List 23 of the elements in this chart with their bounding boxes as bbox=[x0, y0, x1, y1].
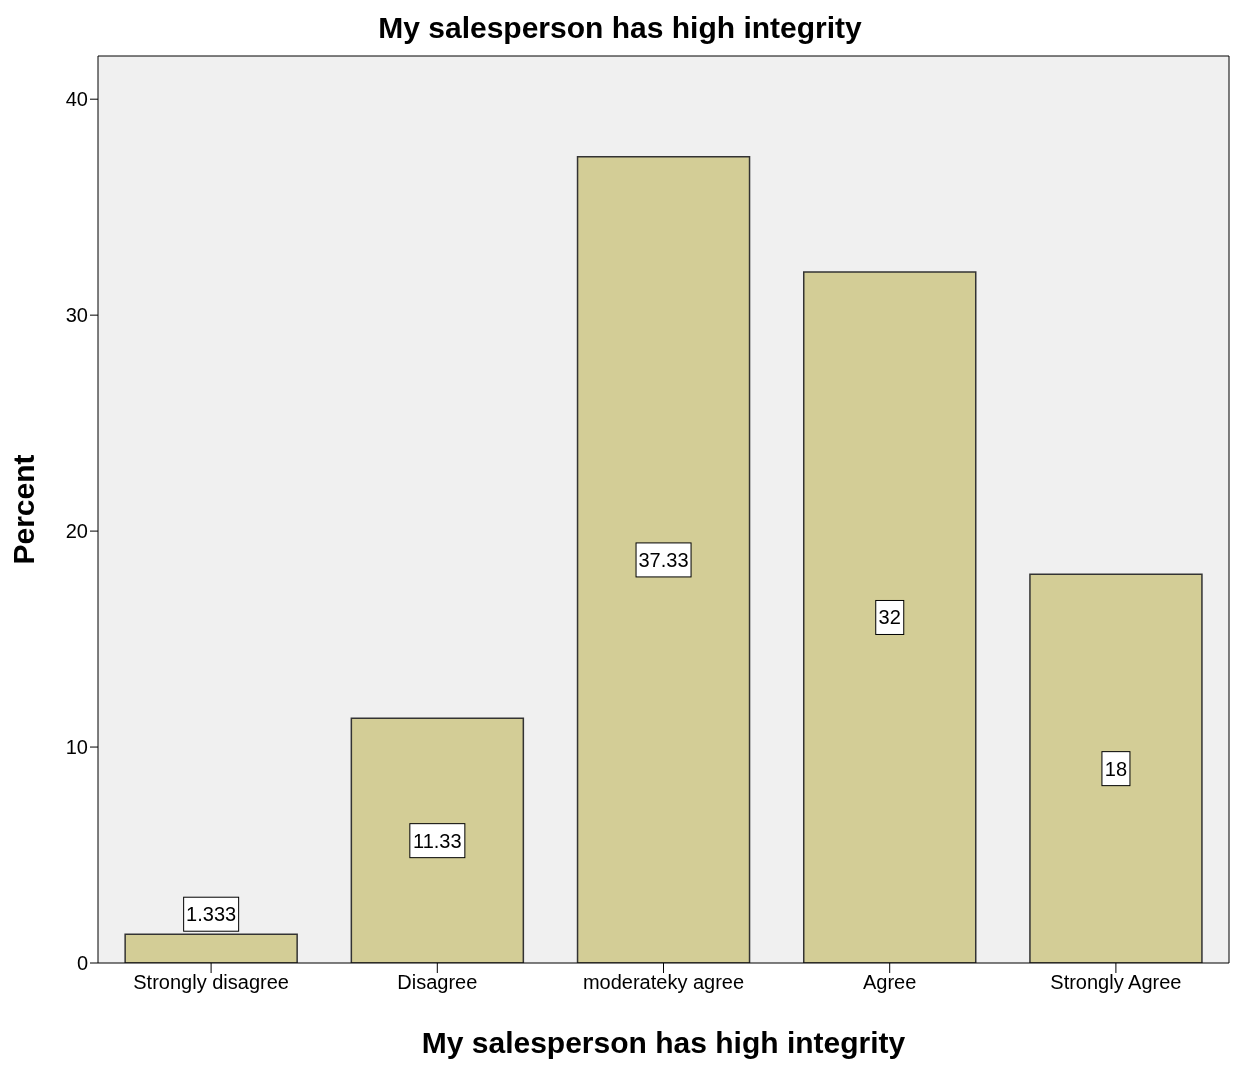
y-tick-label: 20 bbox=[65, 520, 88, 543]
x-tick-label: moderateky agree bbox=[582, 971, 745, 994]
bar bbox=[124, 933, 298, 963]
y-axis-title: Percent bbox=[6, 454, 40, 565]
x-tick-label: Strongly disagree bbox=[133, 971, 289, 994]
chart-title: My salesperson has high integrity bbox=[377, 10, 863, 46]
data-label: 32 bbox=[878, 606, 901, 629]
data-label: 37.33 bbox=[638, 548, 689, 571]
x-tick-label: Strongly Agree bbox=[1050, 971, 1182, 994]
data-label: 1.333 bbox=[186, 903, 237, 926]
x-tick-label: Disagree bbox=[397, 971, 478, 994]
data-label: 18 bbox=[1104, 757, 1128, 780]
y-tick-label: 40 bbox=[65, 88, 88, 111]
x-tick-label: Agree bbox=[863, 971, 917, 994]
bar bbox=[350, 717, 525, 963]
bar bbox=[802, 271, 977, 963]
x-axis-title: My salesperson has high integrity bbox=[421, 1026, 906, 1059]
bar bbox=[1029, 573, 1203, 963]
y-tick-label: 10 bbox=[65, 736, 88, 759]
data-label: 11.33 bbox=[413, 829, 462, 852]
bar bbox=[576, 156, 751, 963]
y-tick-label: 30 bbox=[65, 304, 88, 327]
y-tick-label: 0 bbox=[76, 952, 88, 975]
